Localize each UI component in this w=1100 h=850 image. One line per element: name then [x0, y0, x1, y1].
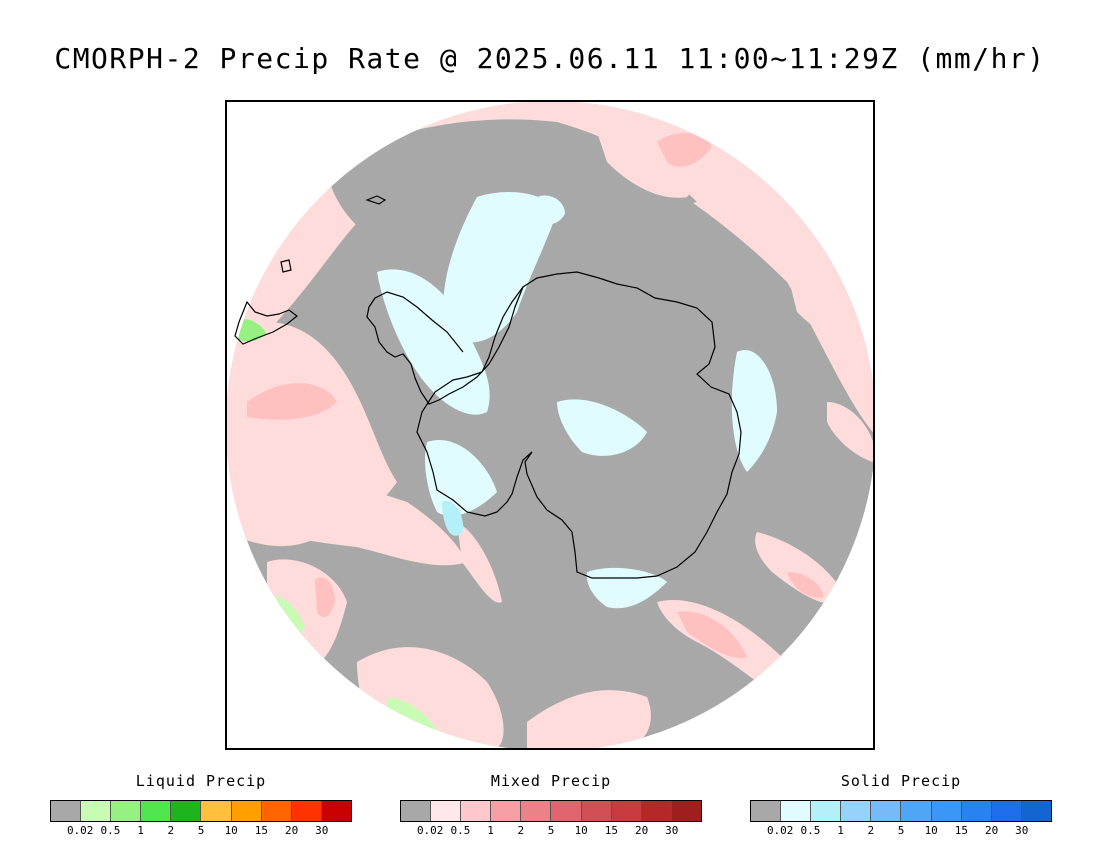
legend-colorbar [400, 800, 702, 822]
island-coastline [280, 259, 292, 273]
legend-tick-label: 1 [837, 824, 844, 837]
legend-swatch [291, 801, 322, 821]
legend-swatch [811, 801, 842, 821]
mixed-precip-area [527, 690, 651, 748]
legend-tick-label: 15 [604, 824, 619, 837]
mixed-precip-area [227, 473, 467, 566]
legend-tick-label: 0.5 [450, 824, 471, 837]
legend-tick-label: 30 [665, 824, 679, 837]
solid-precip-area [557, 399, 647, 456]
legend-swatch [1021, 801, 1051, 821]
legend-swatch [521, 801, 552, 821]
legend-swatch [581, 801, 612, 821]
island-coastline [365, 195, 387, 205]
legend-swatch [931, 801, 962, 821]
legend-tick-label: 0.02 [416, 824, 444, 837]
legend-swatch [401, 801, 432, 821]
legend-tick-label: 1 [487, 824, 494, 837]
legend-solid: Solid Precip 0.02 0.5 1 2 5 10 15 20 30 [750, 772, 1052, 838]
legend-swatch [201, 801, 232, 821]
mixed-precip-area [247, 383, 337, 420]
legend-colorbar [50, 800, 352, 822]
legend-tick-label: 10 [224, 824, 238, 837]
legend-tick-label: 0.5 [100, 824, 121, 837]
legend-swatch [231, 801, 262, 821]
legend-tick-label: 30 [1015, 824, 1029, 837]
legend-swatch [901, 801, 932, 821]
legend-swatch [461, 801, 492, 821]
legend-title: Solid Precip [840, 772, 962, 790]
legend-swatch [641, 801, 672, 821]
precip-map[interactable] [227, 102, 873, 748]
solid-precip-area [537, 195, 565, 225]
legend-swatch [111, 801, 142, 821]
legend-swatch [81, 801, 112, 821]
legend-tick-label: 5 [897, 824, 905, 837]
legend-swatch [171, 801, 202, 821]
legend-tick-labels: 0.02 0.5 1 2 5 10 15 20 30 [400, 824, 702, 838]
legend-tick-labels: 0.02 0.5 1 2 5 10 15 20 30 [750, 824, 1052, 838]
legend-tick-label: 0.02 [66, 824, 94, 837]
legend-swatch [261, 801, 292, 821]
legend-swatch [781, 801, 812, 821]
legend-swatch [841, 801, 872, 821]
legend-swatch [431, 801, 462, 821]
legend-tick-label: 2 [867, 824, 875, 837]
legend-tick-label: 2 [167, 824, 175, 837]
mixed-precip-area [755, 532, 847, 605]
mixed-precip-area [457, 522, 502, 603]
map-disc [227, 102, 873, 748]
legend-swatch [671, 801, 701, 821]
legend-tick-label: 5 [547, 824, 555, 837]
solid-precip-area [442, 501, 464, 536]
legend-swatch [751, 801, 782, 821]
liquid-precip-area [237, 318, 267, 342]
mixed-precip-area [677, 611, 747, 658]
legend-swatch [141, 801, 172, 821]
mixed-precip-area [315, 577, 335, 618]
antarctic-coastline [416, 271, 742, 579]
map-title: CMORPH-2 Precip Rate @ 2025.06.11 11:00~… [54, 42, 1046, 75]
precip-field [227, 102, 873, 748]
legend-mixed: Mixed Precip 0.02 0.5 1 2 5 10 15 20 30 [400, 772, 702, 838]
solid-precip-area [443, 192, 557, 343]
antarctic-peninsula-coastline [366, 286, 524, 405]
legend-swatch [321, 801, 351, 821]
legend-swatch [551, 801, 582, 821]
legend-swatch [491, 801, 522, 821]
solid-precip-area [731, 350, 777, 472]
legend-tick-labels: 0.02 0.5 1 2 5 10 15 20 30 [50, 824, 352, 838]
legend-tick-label: 0.5 [800, 824, 821, 837]
legend-title: Mixed Precip [490, 772, 612, 790]
legend-tick-label: 20 [634, 824, 649, 837]
legend-tick-label: 1 [137, 824, 144, 837]
legend-swatch [51, 801, 82, 821]
legend-tick-label: 30 [315, 824, 329, 837]
legend-tick-label: 5 [197, 824, 205, 837]
legend-tick-label: 0.02 [766, 824, 794, 837]
solid-precip-area [425, 440, 497, 516]
legend-swatch [991, 801, 1022, 821]
legend-liquid: Liquid Precip 0.02 0.5 1 2 5 10 15 20 30 [50, 772, 352, 838]
legend-tick-label: 15 [254, 824, 269, 837]
legend-tick-label: 10 [574, 824, 588, 837]
legend-swatch [611, 801, 642, 821]
legend-tick-label: 20 [284, 824, 299, 837]
legend-tick-label: 10 [924, 824, 938, 837]
legend-tick-label: 20 [984, 824, 999, 837]
south-america-coastline [234, 300, 298, 345]
legend-colorbar [750, 800, 1052, 822]
map-frame[interactable] [225, 100, 875, 750]
legend-swatch [961, 801, 992, 821]
mixed-precip-area [827, 402, 873, 462]
legend-tick-label: 2 [517, 824, 525, 837]
legend-swatch [871, 801, 902, 821]
legend-title: Liquid Precip [135, 772, 267, 790]
mixed-precip-area [657, 132, 712, 167]
legend-tick-label: 15 [954, 824, 969, 837]
mixed-precip-area [787, 572, 824, 598]
